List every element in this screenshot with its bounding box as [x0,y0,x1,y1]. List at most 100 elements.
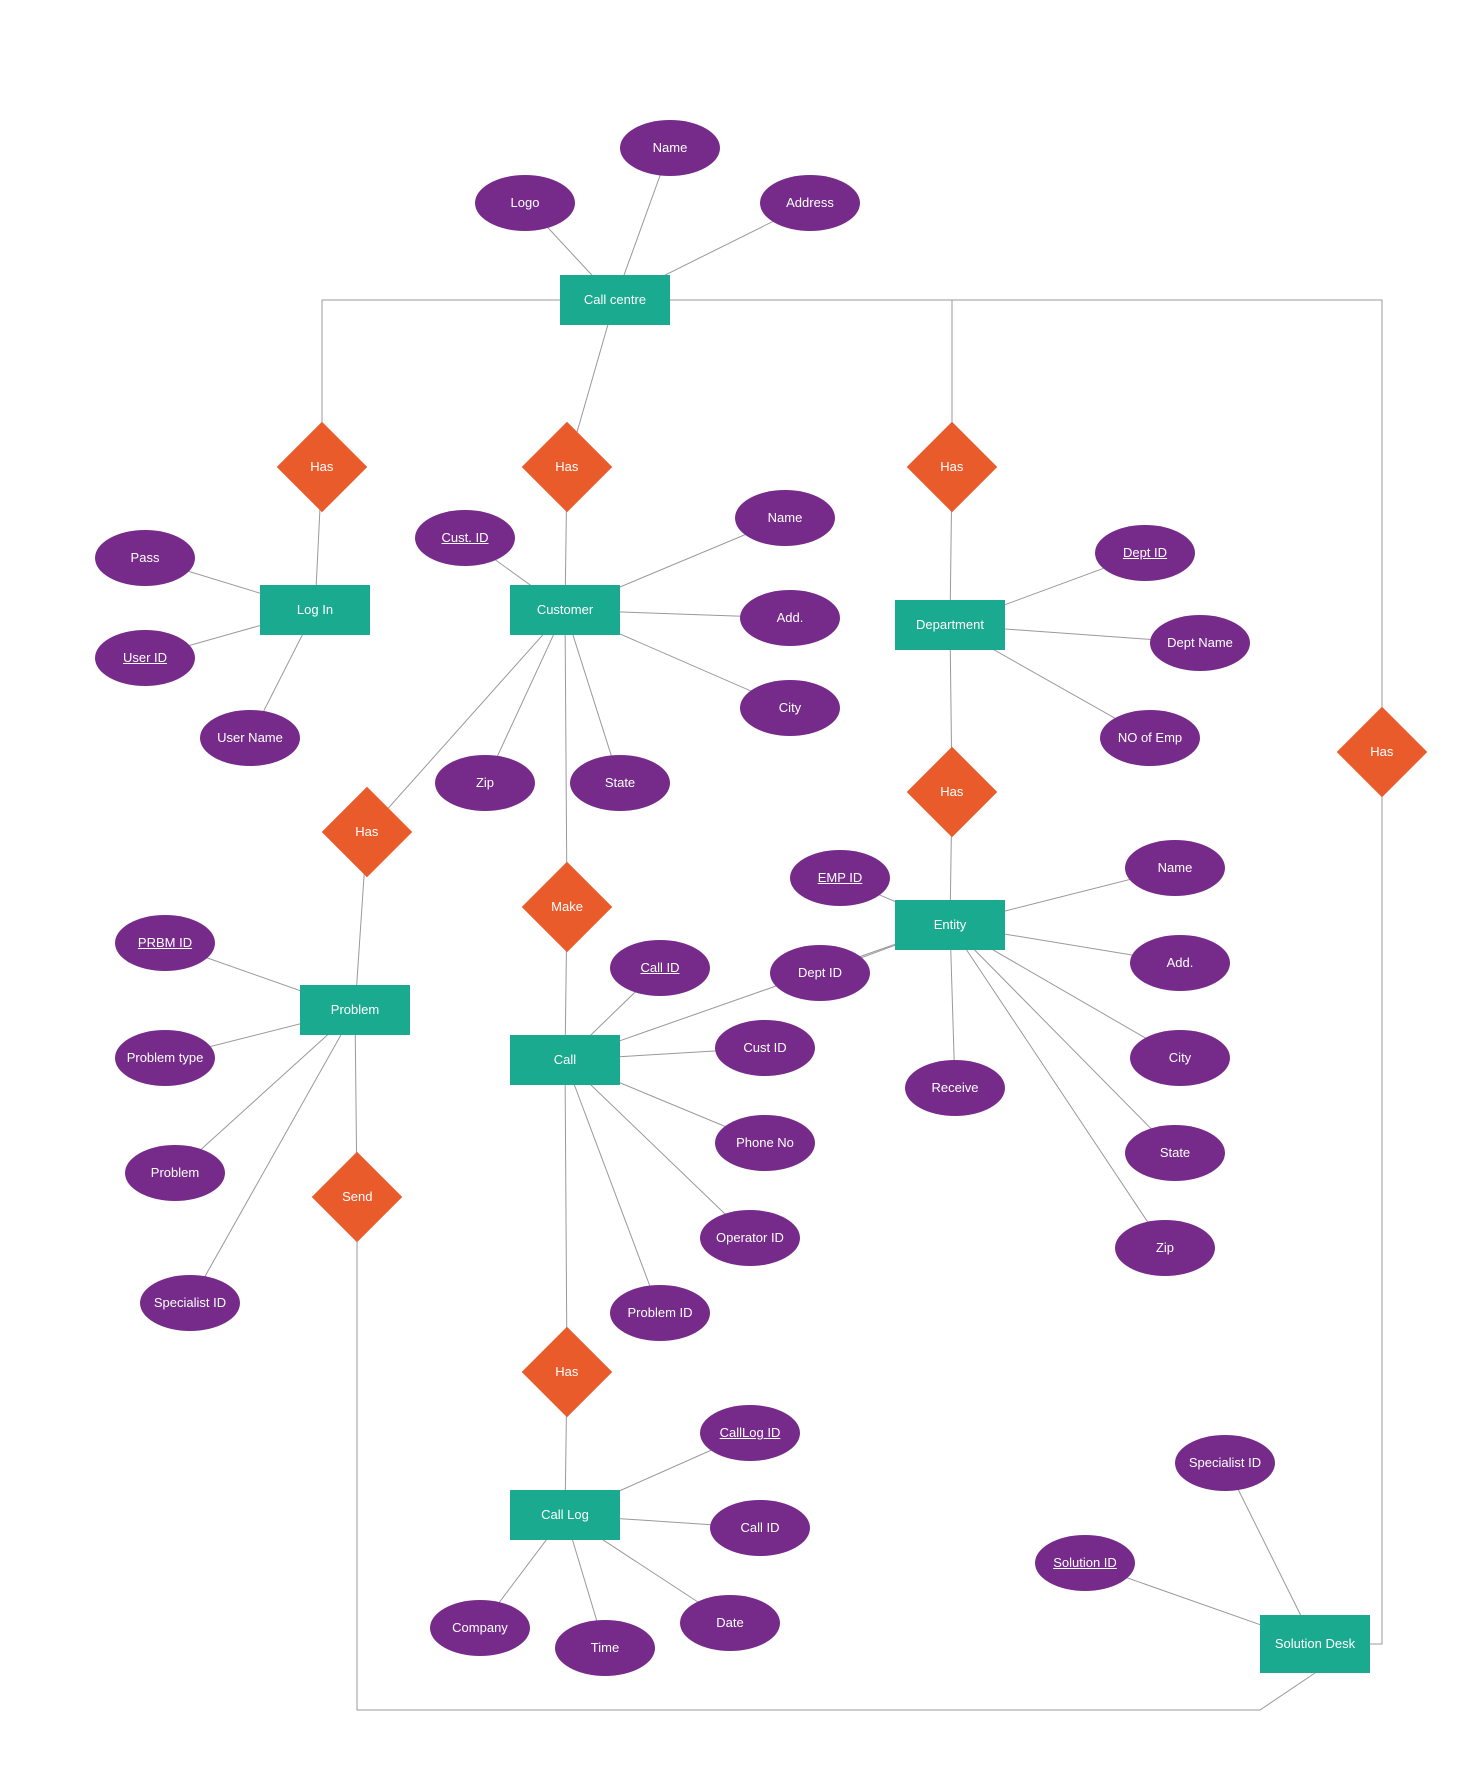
relationship-label: Has [555,1364,578,1380]
entity-label: Problem [331,1002,379,1018]
attribute-cust_name: Name [735,490,835,546]
entity-callcentre: Call centre [560,275,670,325]
attribute-ent_city: City [1130,1030,1230,1086]
attribute-prb_spec: Specialist ID [140,1275,240,1331]
attribute-cc_logo: Logo [475,175,575,231]
attribute-label: Operator ID [716,1230,784,1246]
attribute-call_phone: Phone No [715,1115,815,1171]
relationship-rel_has4: Has [907,747,998,838]
relationship-rel_make: Make [522,862,613,953]
attribute-login_username: User Name [200,710,300,766]
attribute-label: Receive [932,1080,979,1096]
attribute-label: Pass [131,550,160,566]
relationship-label: Send [342,1189,372,1205]
entity-label: Log In [297,602,333,618]
attribute-label: NO of Emp [1118,730,1182,746]
attribute-call_id: Call ID [610,940,710,996]
attribute-label: Dept Name [1167,635,1233,651]
attribute-prb_id: PRBM ID [115,915,215,971]
attribute-ent_add: Add. [1130,935,1230,991]
attribute-call_prbid: Problem ID [610,1285,710,1341]
entity-login: Log In [260,585,370,635]
entity-solutiondesk: Solution Desk [1260,1615,1370,1673]
attribute-label: User ID [123,650,167,666]
relationship-label: Make [551,899,583,915]
attribute-label: Cust ID [743,1040,786,1056]
relationship-rel_has6: Has [1337,707,1428,798]
relationship-label: Has [355,824,378,840]
attribute-cc_name: Name [620,120,720,176]
relationship-rel_has5: Has [522,1327,613,1418]
attribute-cl_id: CallLog ID [700,1405,800,1461]
entity-calllog: Call Log [510,1490,620,1540]
attribute-label: Dept ID [1123,545,1167,561]
relationship-label: Has [940,784,963,800]
attribute-label: Logo [511,195,540,211]
relationship-label: Has [1370,744,1393,760]
attribute-ent_name: Name [1125,840,1225,896]
attribute-cl_callid: Call ID [710,1500,810,1556]
relationship-label: Has [310,459,333,475]
attribute-label: Cust. ID [442,530,489,546]
attribute-label: Date [716,1615,743,1631]
entity-label: Entity [934,917,967,933]
attribute-dept_noemp: NO of Emp [1100,710,1200,766]
attribute-cust_state: State [570,755,670,811]
attribute-label: Zip [476,775,494,791]
attribute-login_pass: Pass [95,530,195,586]
attribute-label: Dept ID [798,965,842,981]
attribute-cl_time: Time [555,1620,655,1676]
attribute-cust_city: City [740,680,840,736]
attribute-login_userid: User ID [95,630,195,686]
relationship-rel_send: Send [312,1152,403,1243]
entity-label: Solution Desk [1275,1636,1355,1652]
attribute-label: Problem [151,1165,199,1181]
entity-entity: Entity [895,900,1005,950]
attribute-label: Call ID [740,1520,779,1536]
attribute-cust_zip: Zip [435,755,535,811]
attribute-label: Time [591,1640,619,1656]
relationship-rel_has_p: Has [322,787,413,878]
attribute-dept_id: Dept ID [1095,525,1195,581]
attribute-label: State [605,775,635,791]
attribute-cust_id: Cust. ID [415,510,515,566]
attribute-label: City [1169,1050,1191,1066]
attribute-label: Solution ID [1053,1555,1117,1571]
attribute-sd_spec: Specialist ID [1175,1435,1275,1491]
relationship-label: Has [555,459,578,475]
attribute-call_opid: Operator ID [700,1210,800,1266]
attribute-label: Specialist ID [154,1295,226,1311]
entity-label: Call [554,1052,576,1068]
attribute-ent_receive: Receive [905,1060,1005,1116]
attribute-label: Phone No [736,1135,794,1151]
attribute-label: Add. [1167,955,1194,971]
entity-label: Call centre [584,292,646,308]
attribute-label: Address [786,195,834,211]
attribute-label: Specialist ID [1189,1455,1261,1471]
entity-label: Customer [537,602,593,618]
attribute-label: EMP ID [818,870,863,886]
attribute-ent_zip: Zip [1115,1220,1215,1276]
attribute-dept_name: Dept Name [1150,615,1250,671]
attribute-ent_empid: EMP ID [790,850,890,906]
attribute-ent_deptid: Dept ID [770,945,870,1001]
relationship-rel_has3: Has [907,422,998,513]
entity-label: Call Log [541,1507,589,1523]
attribute-label: Name [768,510,803,526]
attribute-label: CallLog ID [720,1425,781,1441]
relationship-rel_has1: Has [277,422,368,513]
attribute-label: Name [653,140,688,156]
attribute-label: State [1160,1145,1190,1161]
attribute-label: Name [1158,860,1193,876]
attribute-label: Company [452,1620,508,1636]
entity-problem: Problem [300,985,410,1035]
entity-label: Department [916,617,984,633]
attribute-cust_add: Add. [740,590,840,646]
attribute-label: User Name [217,730,283,746]
attribute-cl_comp: Company [430,1600,530,1656]
attribute-label: Add. [777,610,804,626]
attribute-label: Problem ID [627,1305,692,1321]
attribute-label: City [779,700,801,716]
entity-customer: Customer [510,585,620,635]
attribute-sd_solid: Solution ID [1035,1535,1135,1591]
